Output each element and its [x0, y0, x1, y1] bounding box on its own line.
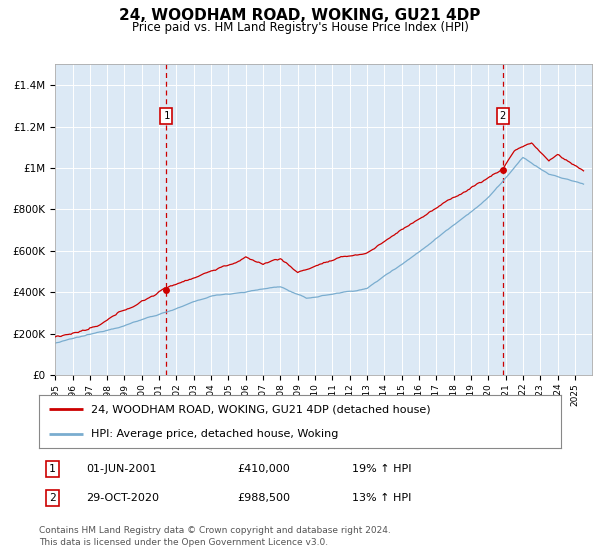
- Text: Price paid vs. HM Land Registry's House Price Index (HPI): Price paid vs. HM Land Registry's House …: [131, 21, 469, 34]
- Text: £988,500: £988,500: [238, 493, 290, 503]
- Text: 24, WOODHAM ROAD, WOKING, GU21 4DP (detached house): 24, WOODHAM ROAD, WOKING, GU21 4DP (deta…: [91, 404, 431, 414]
- Text: Contains HM Land Registry data © Crown copyright and database right 2024.
This d: Contains HM Land Registry data © Crown c…: [39, 526, 391, 547]
- Text: 29-OCT-2020: 29-OCT-2020: [86, 493, 159, 503]
- Text: 24, WOODHAM ROAD, WOKING, GU21 4DP: 24, WOODHAM ROAD, WOKING, GU21 4DP: [119, 8, 481, 24]
- Text: 2: 2: [49, 493, 55, 503]
- Text: 2: 2: [500, 111, 506, 121]
- Text: 01-JUN-2001: 01-JUN-2001: [86, 464, 157, 474]
- Text: HPI: Average price, detached house, Woking: HPI: Average price, detached house, Woki…: [91, 428, 338, 438]
- Text: 13% ↑ HPI: 13% ↑ HPI: [352, 493, 412, 503]
- Text: £410,000: £410,000: [238, 464, 290, 474]
- Text: 19% ↑ HPI: 19% ↑ HPI: [352, 464, 412, 474]
- Text: 1: 1: [163, 111, 170, 121]
- Text: 1: 1: [49, 464, 55, 474]
